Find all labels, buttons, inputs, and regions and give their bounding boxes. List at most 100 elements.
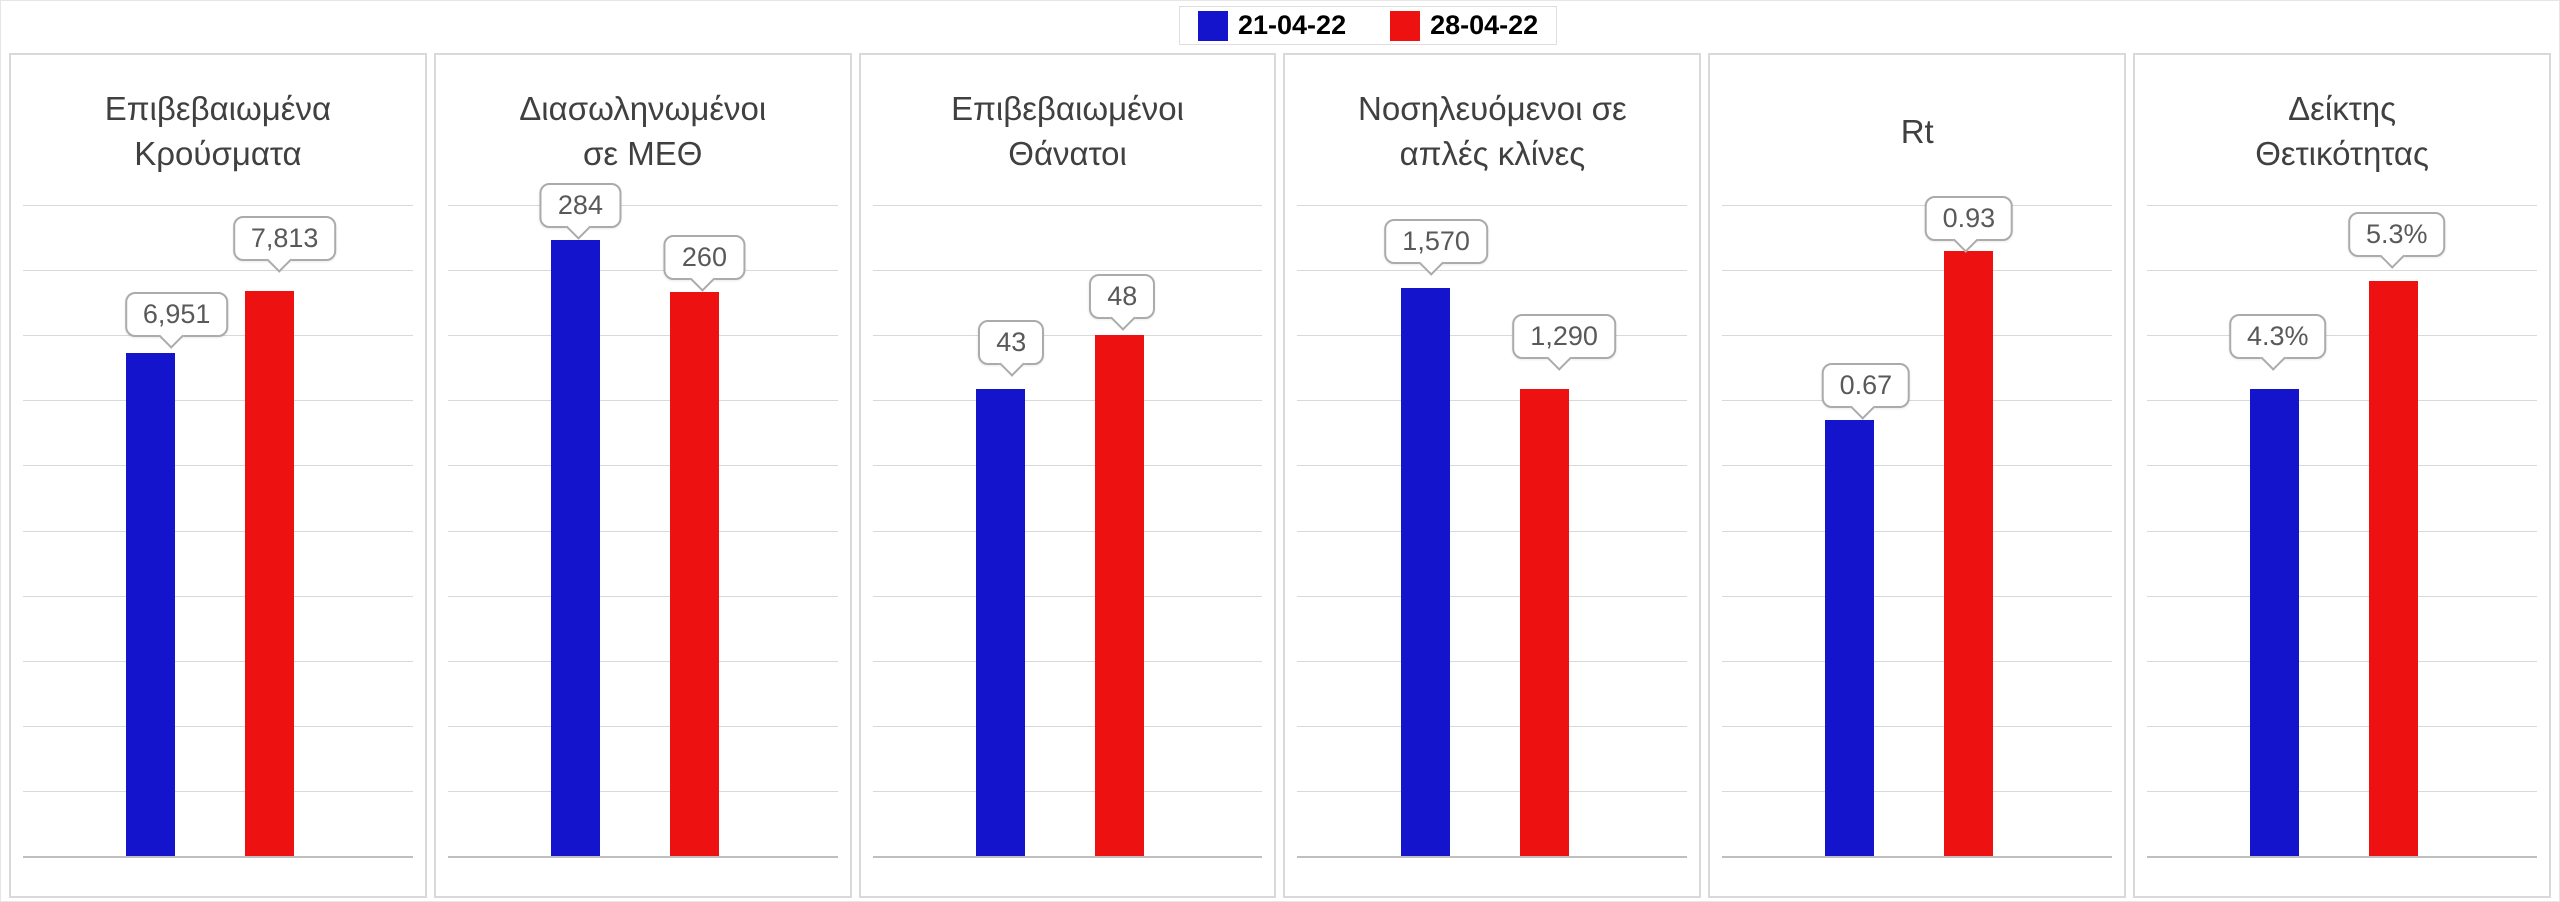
gridline	[23, 530, 413, 532]
chart-panel: Επιβεβαιωμένοι Θάνατοι 43 48	[858, 53, 1277, 898]
data-label: 1,290	[1530, 321, 1598, 352]
chart-title: Επιβεβαιωμένα Κρούσματα	[11, 85, 425, 177]
data-label: 4.3%	[2246, 321, 2309, 352]
gridline	[1297, 595, 1688, 597]
chart-title: Δείκτης Θετικότητας	[2135, 85, 2549, 177]
bar-series-1	[1400, 288, 1450, 856]
chart-title: Επιβεβαιωμένοι Θάνατοι	[861, 85, 1275, 177]
plot-area: 0.67 0.93	[1722, 195, 2113, 858]
data-label-callout: 48	[1089, 274, 1156, 331]
gridline	[447, 660, 838, 662]
chart-title-line: Θετικότητας	[2255, 135, 2429, 172]
data-label-callout: 1,570	[1384, 219, 1488, 276]
gridline	[1722, 530, 2113, 532]
bar-series-2	[1094, 335, 1144, 856]
gridline	[1297, 400, 1688, 402]
gridline	[447, 790, 838, 792]
gridline	[447, 205, 838, 206]
gridline	[1297, 205, 1688, 206]
gridline	[1722, 400, 2113, 402]
chart-panels-row: Επιβεβαιωμένα Κρούσματα 6,951 7,813 Διασωλην…	[9, 53, 2551, 898]
bar-series-1	[975, 389, 1025, 856]
gridline	[447, 270, 838, 272]
chart-title-line: Επιβεβαιωμένα	[104, 90, 332, 127]
data-label-callout: 6,951	[124, 292, 229, 349]
data-label-callout: 260	[663, 234, 745, 292]
bar-series-2	[2369, 280, 2419, 856]
gridline	[2147, 270, 2537, 272]
data-label: 260	[681, 241, 727, 272]
legend-swatch	[1390, 10, 1421, 41]
gridline	[1297, 725, 1688, 727]
legend-swatch	[1198, 10, 1228, 41]
gridline	[23, 270, 413, 272]
data-label-callout: 5.3%	[2347, 211, 2446, 269]
gridline	[2147, 530, 2537, 532]
bar-series-1	[550, 239, 600, 856]
data-label-callout: 1,290	[1512, 314, 1616, 372]
gridline	[872, 530, 1263, 532]
data-label-callout: 4.3%	[2228, 314, 2327, 372]
bar-series-2	[245, 290, 295, 856]
bar-series-1	[2250, 389, 2300, 856]
chart-panel: Επιβεβαιωμένα Κρούσματα 6,951 7,813	[9, 53, 427, 898]
data-label-callout: 0.67	[1821, 362, 1911, 420]
gridline	[1297, 660, 1688, 662]
legend-label: 21-04-22	[1238, 10, 1347, 40]
chart-panel: Νοσηλευόμενοι σε απλές κλίνες 1,570 1,290	[1283, 53, 1702, 898]
bar-series-2	[669, 291, 719, 856]
plot-area: 1,570 1,290	[1297, 205, 1688, 858]
gridline	[1297, 790, 1688, 792]
chart-panel: Rt 0.67 0.93	[1708, 53, 2127, 898]
data-label: 6,951	[142, 299, 211, 330]
gridline	[1722, 790, 2113, 792]
bar-series-2	[1519, 389, 1569, 856]
x-axis	[872, 856, 1263, 858]
data-label: 1,570	[1402, 226, 1470, 257]
gridline	[1722, 205, 2113, 206]
data-label-callout: 284	[539, 182, 621, 240]
gridline	[1297, 465, 1688, 467]
gridline	[1297, 270, 1688, 272]
gridline	[2147, 465, 2537, 467]
chart-title: Rt	[1710, 85, 2124, 177]
gridline	[23, 595, 413, 597]
gridline	[2147, 725, 2537, 727]
gridline	[1722, 725, 2113, 727]
gridline	[447, 400, 838, 402]
data-label: 284	[557, 189, 603, 220]
gridline	[1722, 595, 2113, 597]
chart-title-line: απλές κλίνες	[1399, 135, 1586, 172]
gridline	[23, 660, 413, 662]
chart-title-line: Δείκτης	[2288, 90, 2396, 127]
chart-title-line: Επιβεβαιωμένοι	[951, 90, 1184, 127]
chart-panel: Διασωληνωμένοι σε ΜΕΘ 284 260	[433, 53, 852, 898]
gridline	[872, 335, 1263, 337]
gridline	[872, 400, 1263, 402]
gridline	[1722, 465, 2113, 467]
bar-series-1	[1825, 419, 1875, 856]
gridline	[872, 595, 1263, 597]
data-label: 7,813	[250, 222, 319, 253]
legend-entry: 28-04-22	[1390, 10, 1538, 41]
x-axis	[447, 856, 838, 858]
gridline	[23, 400, 413, 402]
gridline	[872, 660, 1263, 662]
gridline	[447, 725, 838, 727]
gridline	[1297, 335, 1688, 337]
gridline	[2147, 595, 2537, 597]
gridline	[2147, 790, 2537, 792]
bar-series-1	[126, 353, 176, 856]
gridline	[2147, 660, 2537, 662]
gridline	[872, 270, 1263, 272]
x-axis	[23, 856, 413, 858]
chart-title-line: Νοσηλευόμενοι σε	[1358, 90, 1627, 127]
data-label-callout: 43	[978, 320, 1045, 378]
chart-title-line: Διασωληνωμένοι	[519, 90, 767, 127]
gridline	[1722, 660, 2113, 662]
data-label-callout: 7,813	[232, 215, 337, 273]
chart-title: Νοσηλευόμενοι σε απλές κλίνες	[1285, 85, 1699, 177]
gridline	[23, 790, 413, 792]
gridline	[447, 465, 838, 467]
